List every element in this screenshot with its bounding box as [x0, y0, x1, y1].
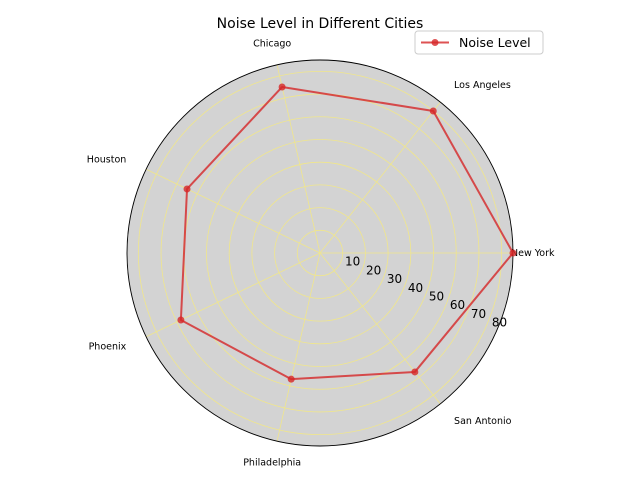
- category-label: Houston: [87, 155, 126, 166]
- angular-gridline: [276, 252, 321, 442]
- chart-title: Noise Level in Different Cities: [217, 16, 424, 32]
- radial-tick-label: 50: [429, 289, 444, 303]
- radial-tick-label: 60: [450, 298, 465, 312]
- radial-tick-label: 80: [492, 316, 507, 330]
- angular-gridline: [319, 101, 441, 254]
- radial-tick-label: 10: [345, 255, 360, 269]
- legend: Noise Level: [414, 30, 544, 55]
- legend-label: Noise Level: [459, 35, 531, 50]
- data-point: [429, 107, 437, 115]
- legend-marker-swatch: [431, 39, 439, 46]
- angular-gridline: [276, 64, 321, 254]
- legend-box: [414, 30, 544, 55]
- data-point: [278, 83, 286, 91]
- data-point: [287, 375, 295, 383]
- category-label: New York: [511, 248, 555, 259]
- angular-gridline: [319, 252, 441, 405]
- series-line: [179, 85, 514, 381]
- angular-gridline: [145, 252, 321, 338]
- data-point: [183, 185, 191, 193]
- radial-tick-label: 30: [387, 272, 402, 286]
- plot-area: 10 20 30 40 50 60 70 80 New York Los Angeles Chica…: [87, 38, 555, 468]
- category-label: San Antonio: [454, 416, 512, 427]
- data-point: [509, 249, 517, 257]
- data-point: [411, 368, 419, 376]
- angular-gridline: [145, 168, 321, 254]
- radial-tick-label: 70: [471, 307, 486, 321]
- category-label: Los Angeles: [454, 80, 511, 91]
- category-label: Philadelphia: [243, 458, 301, 469]
- radial-tick-label: 20: [366, 263, 381, 277]
- data-point: [177, 316, 185, 324]
- category-label: Chicago: [253, 38, 291, 49]
- radial-tick-label: 40: [408, 281, 423, 295]
- category-label: Phoenix: [89, 341, 127, 352]
